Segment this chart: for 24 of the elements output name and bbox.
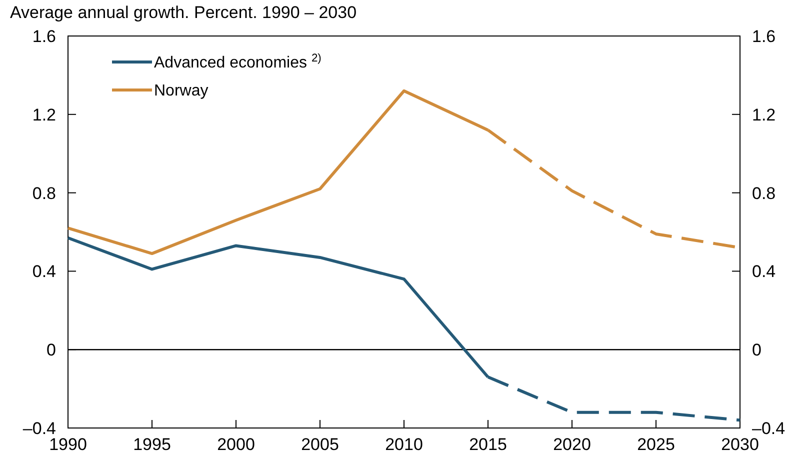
y2-tick-label: 0 [752,340,762,360]
x-tick-label: 2000 [217,435,255,454]
x-tick-label: 2005 [301,435,339,454]
chart-title: Average annual growth. Percent. 1990 – 2030 [10,3,357,22]
x-tick-label: 2030 [721,435,759,454]
x-tick-label: 2025 [637,435,675,454]
y2-tick-label: 1.6 [752,26,776,46]
y-tick-label: 1.6 [32,26,56,46]
x-tick-label: 1995 [133,435,171,454]
x-tick-label: 2020 [553,435,591,454]
y2-tick-label: 0.8 [752,184,776,203]
y-tick-label: 0.4 [32,262,56,282]
legend-label: Norway [154,82,208,100]
y-tick-label: –0.4 [22,418,56,438]
y-tick-label: 0.8 [32,184,56,203]
y2-tick-label: 1.2 [752,105,776,124]
y-tick-label: 0 [46,340,56,360]
x-tick-label: 2015 [469,435,507,454]
y2-tick-label: 0.4 [752,262,776,282]
y2-tick-label: –0.4 [752,418,786,438]
x-tick-label: 2010 [385,435,423,454]
legend-label: Advanced economies $^{2)}$ [154,52,322,72]
y-tick-label: 1.2 [32,105,56,124]
x-tick-label: 1990 [49,435,87,454]
